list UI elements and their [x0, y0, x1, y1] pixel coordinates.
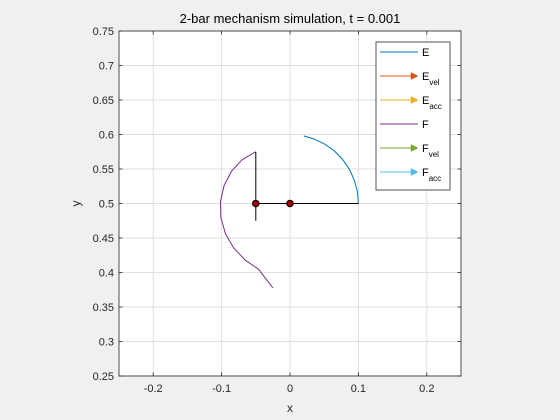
legend-arrow-head: [410, 144, 419, 152]
x-tick-label: 0: [287, 383, 293, 395]
series-E-path: [303, 135, 359, 204]
legend-label-subscript: acc: [429, 174, 441, 183]
chart-title: 2-bar mechanism simulation, t = 0.001: [180, 11, 401, 26]
x-tick-label: 0.2: [419, 383, 434, 395]
x-tick-label: -0.2: [144, 383, 163, 395]
legend-label-subscript: vel: [429, 150, 439, 159]
legend-label: F: [422, 119, 429, 131]
y-tick-label: 0.25: [93, 371, 114, 383]
series-F-path: [220, 151, 274, 289]
legend-label: E: [422, 47, 429, 59]
x-tick-label: -0.1: [212, 383, 231, 395]
x-tick-label: 0.1: [351, 383, 366, 395]
joint-1: [252, 199, 260, 208]
legend-label-subscript: acc: [429, 102, 441, 111]
y-tick-label: 0.45: [93, 233, 114, 245]
y-tick-label: 0.7: [99, 61, 114, 73]
legend-arrow-head: [410, 96, 419, 104]
legend-arrow-head: [410, 72, 419, 80]
y-tick-label: 0.65: [93, 95, 114, 107]
y-tick-label: 0.5: [99, 199, 114, 211]
legend-box: [375, 41, 451, 191]
ticks: -0.2 -0.1 0 0.1 0.2 0.25 0.3 0.35 0.4 0.45 0.5 0.55…: [93, 26, 461, 395]
data-layer: [220, 135, 359, 289]
legend-entry-F[interactable]: F: [380, 119, 429, 131]
y-tick-label: 0.3: [99, 337, 114, 349]
y-tick-label: 0.75: [93, 26, 114, 38]
x-axis-label: x: [287, 401, 293, 415]
y-tick-label: 0.6: [99, 130, 114, 142]
y-tick-label: 0.55: [93, 164, 114, 176]
legend-label-subscript: vel: [429, 78, 439, 87]
y-tick-label: 0.4: [99, 268, 114, 280]
legend-entry-E[interactable]: E: [380, 47, 429, 59]
y-tick-label: 0.35: [93, 302, 114, 314]
legend-arrow-head: [410, 168, 419, 176]
y-axis-label: y: [69, 201, 83, 207]
joint-2: [286, 199, 294, 208]
